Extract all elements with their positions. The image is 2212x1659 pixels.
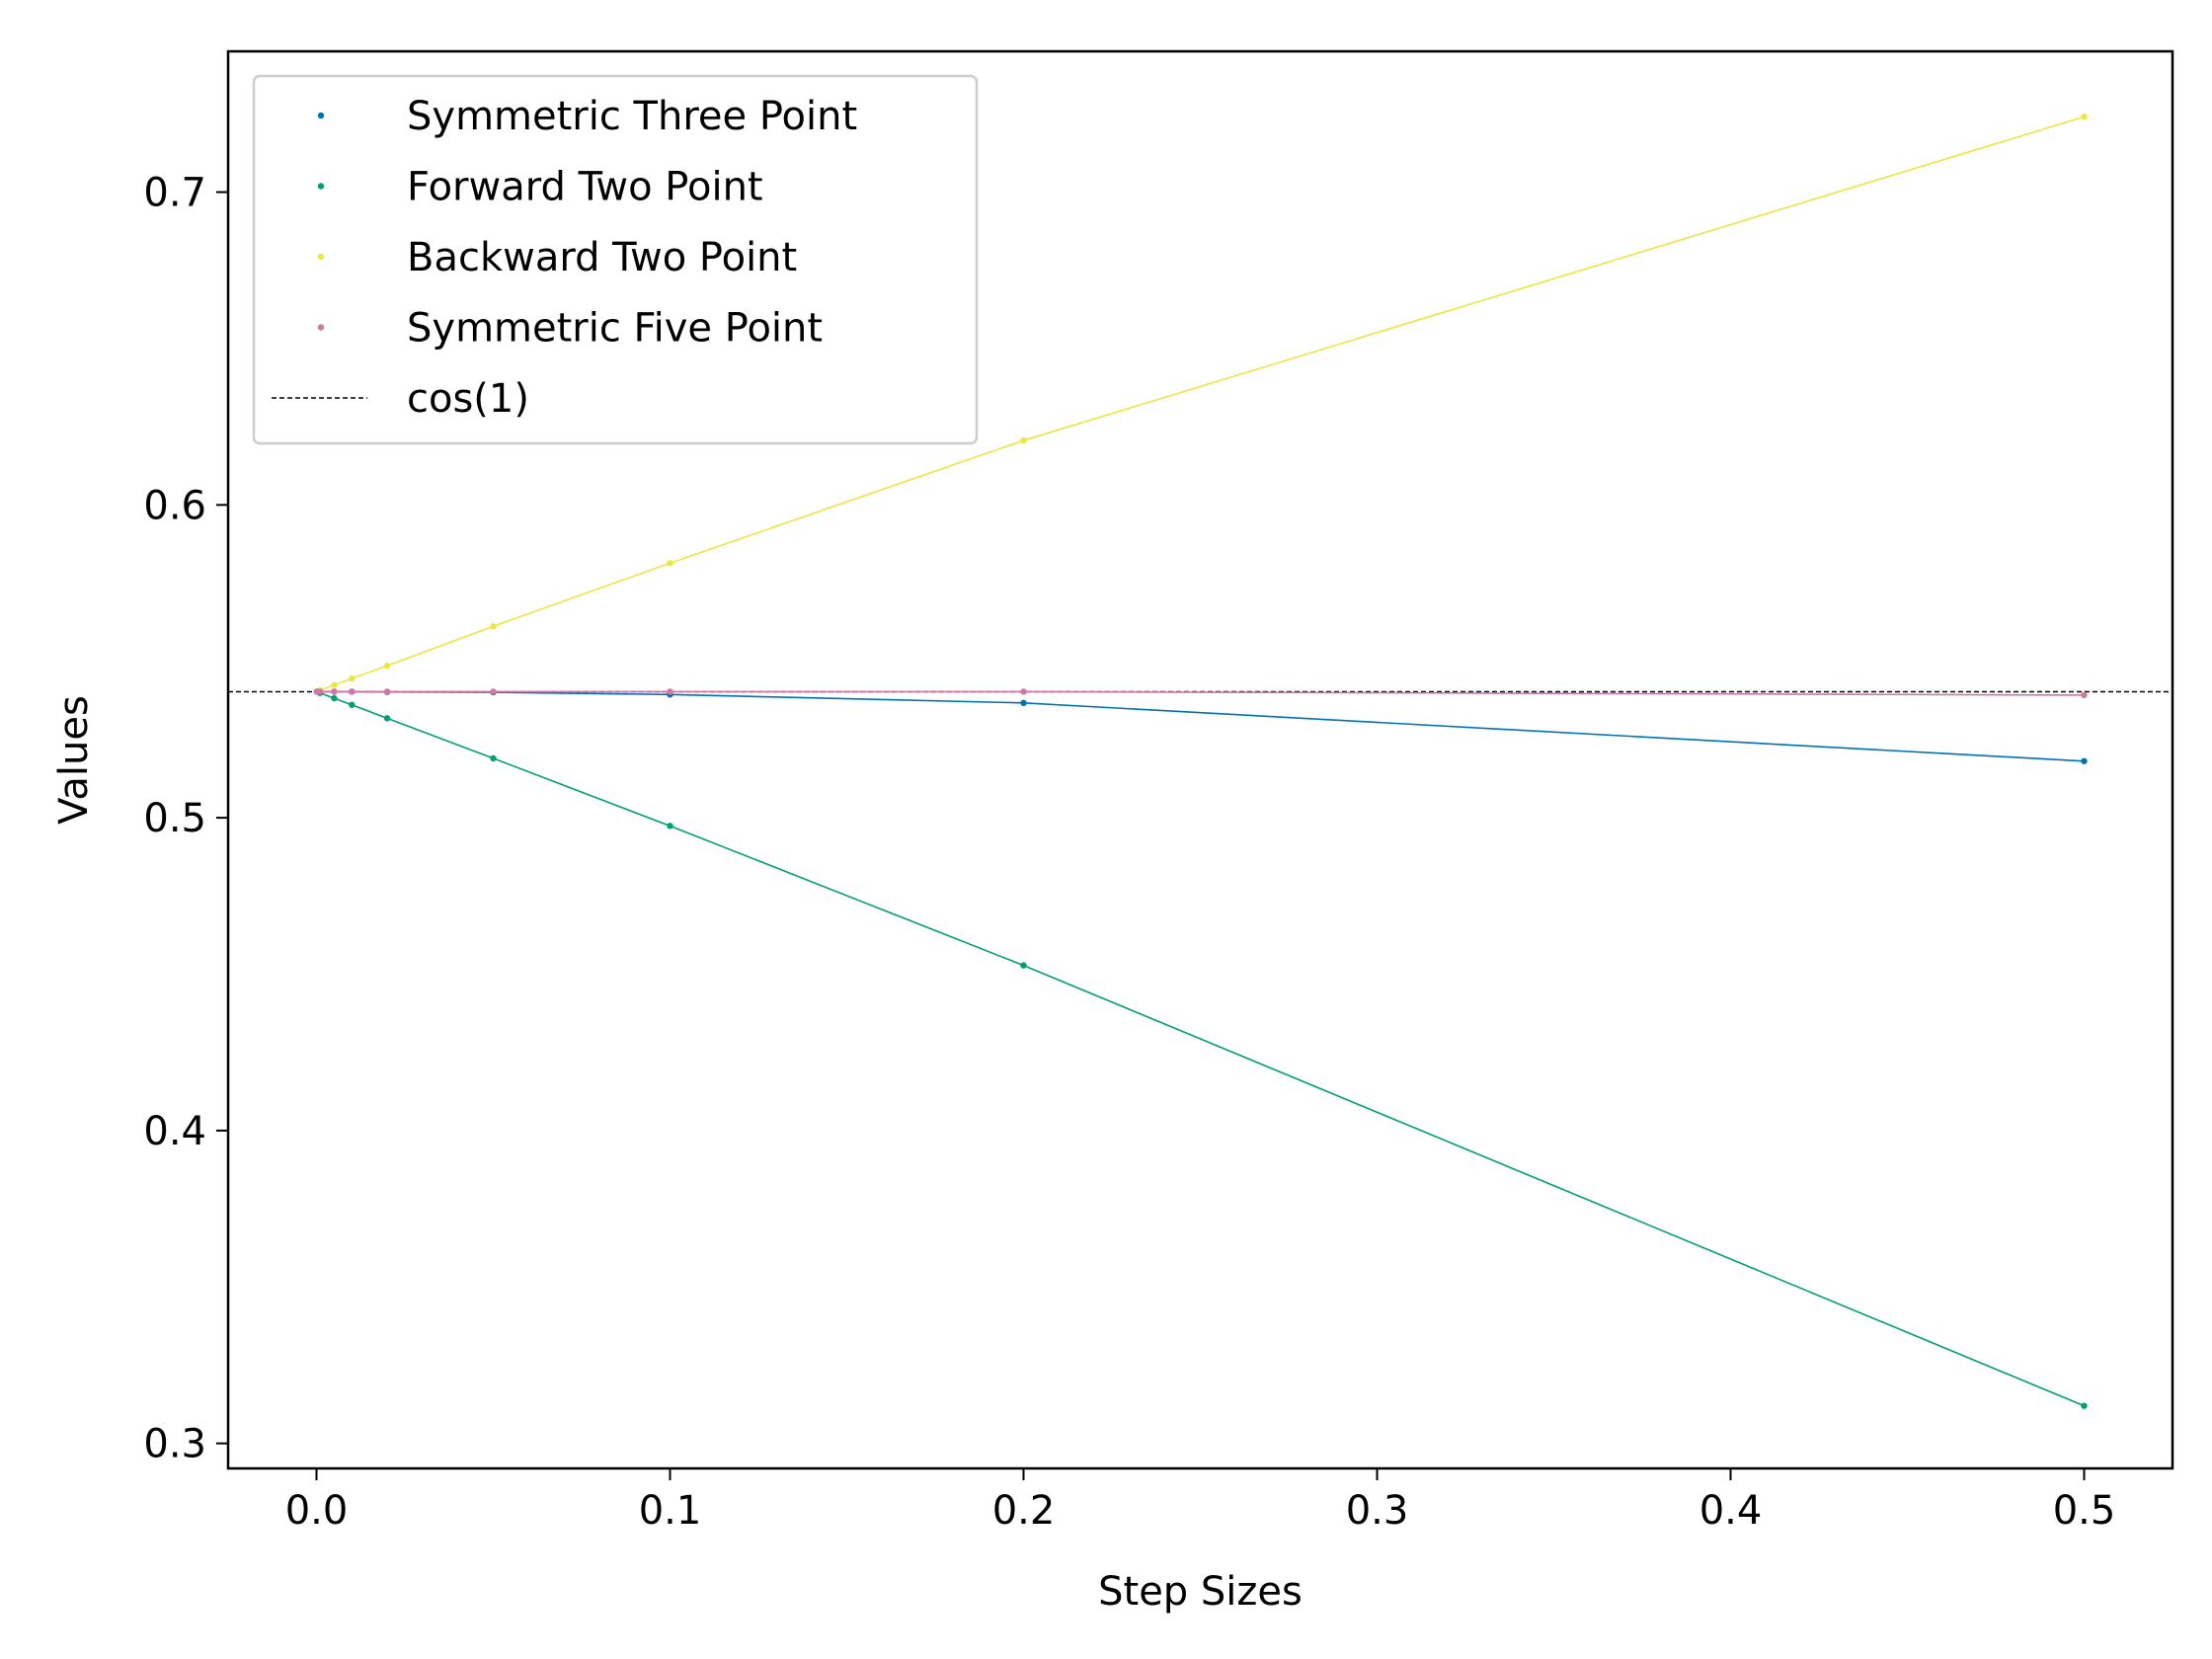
legend-marker: [317, 183, 325, 190]
legend-box: [252, 74, 979, 445]
x-axis: 0.0 0.1 0.2 0.3 0.4 0.5: [285, 1468, 2116, 1534]
x-tick-label: 0.4: [1699, 1488, 1763, 1534]
x-tick-label: 0.1: [639, 1488, 702, 1534]
y-tick-label: 0.6: [143, 483, 206, 528]
data-point: [490, 623, 497, 630]
legend-entry: Symmetric Five Point: [317, 306, 823, 352]
y-tick-label: 0.4: [143, 1109, 206, 1154]
x-tick-label: 0.5: [2053, 1488, 2116, 1534]
x-axis-label: Step Sizes: [1098, 1569, 1303, 1615]
data-point: [490, 688, 497, 695]
x-tick-label: 0.3: [1346, 1488, 1409, 1534]
y-axis: 0.3 0.4 0.5 0.6 0.7: [143, 171, 228, 1467]
legend-marker: [317, 112, 325, 119]
series-3: [313, 688, 2088, 699]
data-point: [667, 688, 673, 695]
legend-entry: Forward Two Point: [317, 165, 763, 210]
x-tick-label: 0.2: [992, 1488, 1056, 1534]
legend-label: Symmetric Three Point: [407, 94, 857, 139]
data-point: [2081, 114, 2088, 120]
data-point: [1020, 688, 1027, 695]
data-point: [1020, 699, 1027, 707]
data-point: [316, 688, 324, 695]
legend-entry: Symmetric Three Point: [317, 94, 857, 139]
data-point: [2081, 691, 2088, 699]
y-axis-label: Values: [51, 695, 97, 825]
data-point: [490, 754, 497, 762]
legend-entry: Backward Two Point: [317, 235, 797, 280]
x-tick-label: 0.0: [285, 1488, 349, 1534]
data-point: [331, 681, 338, 688]
legend: Symmetric Three Point Forward Two Point Ba…: [252, 74, 979, 445]
data-point: [1020, 962, 1027, 969]
data-point: [349, 701, 356, 708]
plot-area: [228, 114, 2172, 1409]
data-point: [349, 674, 356, 682]
data-point: [331, 688, 338, 695]
data-point: [2081, 1402, 2088, 1409]
y-tick-label: 0.5: [143, 796, 206, 841]
y-tick-label: 0.3: [143, 1422, 206, 1467]
data-point: [1020, 436, 1027, 444]
legend-entry: cos(1): [272, 376, 529, 422]
legend-label: cos(1): [407, 376, 529, 422]
data-point: [2081, 757, 2088, 764]
data-point: [383, 662, 391, 670]
data-point: [383, 688, 391, 695]
data-point: [331, 694, 338, 702]
legend-label: Forward Two Point: [407, 165, 763, 210]
data-point: [667, 823, 673, 830]
data-point: [383, 715, 391, 722]
data-point: [349, 688, 356, 695]
legend-marker: [317, 324, 325, 331]
y-tick-label: 0.7: [143, 171, 206, 216]
legend-label: Backward Two Point: [407, 235, 797, 280]
data-point: [667, 560, 673, 567]
legend-marker: [317, 253, 325, 261]
legend-label: Symmetric Five Point: [407, 306, 823, 352]
plot-frame: [226, 49, 2174, 1470]
